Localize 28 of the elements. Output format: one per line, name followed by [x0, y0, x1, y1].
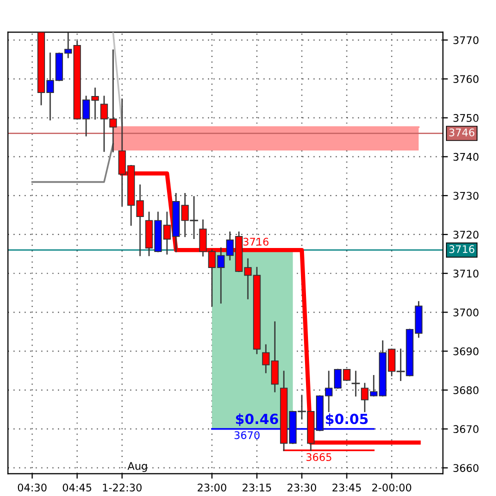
annotation: 3665	[306, 453, 332, 462]
y-tick-label: 3660	[453, 464, 478, 472]
ref-line-label: 3746	[449, 128, 474, 136]
x-tick-label: 04:45	[62, 484, 92, 492]
x-tick-label: 1-22:30	[103, 484, 142, 492]
annotation: 3670	[234, 431, 260, 440]
annotation: $0.46	[236, 413, 278, 426]
y-tick-label: 3710	[453, 270, 478, 278]
annotation: $0.05	[326, 413, 368, 426]
x-tick-label: 23:00	[198, 484, 226, 492]
x-tick-label: 04:30	[18, 484, 47, 492]
y-tick-label: 3720	[453, 230, 478, 239]
ref-line-label: 3716	[243, 238, 268, 246]
y-tick-label: 3730	[453, 192, 478, 200]
x-tick-label: 2-00:00	[372, 484, 412, 492]
y-tick-label: 3760	[453, 75, 478, 84]
x-tick-label: 23:15	[242, 484, 271, 492]
y-tick-label: 3680	[453, 386, 478, 394]
y-tick-label: 3740	[453, 152, 478, 161]
y-tick-label: 3670	[453, 425, 478, 434]
y-tick-label: 3750	[453, 114, 478, 122]
y-tick-label: 3690	[453, 347, 478, 356]
y-tick-label: 3770	[453, 36, 478, 44]
x-tick-label: 23:30	[288, 484, 316, 492]
text: 3716	[449, 245, 474, 254]
annotation: Aug	[128, 462, 147, 472]
y-tick-label: 3700	[453, 308, 478, 316]
x-tick-label: 23:45	[332, 484, 361, 492]
